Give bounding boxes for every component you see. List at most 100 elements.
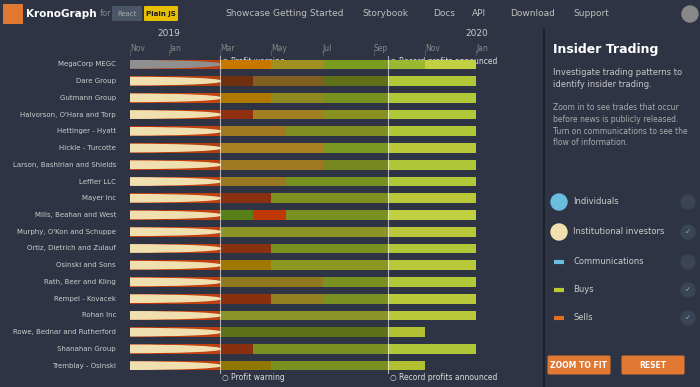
Bar	[253, 344, 388, 354]
Bar	[220, 227, 388, 236]
Bar	[389, 76, 477, 86]
Text: KronoGraph: KronoGraph	[26, 9, 97, 19]
Text: Sep: Sep	[374, 44, 388, 53]
Bar	[389, 361, 425, 370]
Bar	[130, 127, 169, 136]
Bar	[220, 260, 272, 270]
Bar	[169, 194, 220, 203]
Bar	[130, 260, 169, 270]
Bar	[169, 327, 220, 337]
Bar	[272, 93, 323, 103]
Bar	[169, 244, 220, 253]
Bar	[220, 160, 323, 170]
Bar	[286, 210, 388, 220]
Bar	[253, 76, 323, 86]
Text: Rempel - Kovacek: Rempel - Kovacek	[54, 296, 116, 302]
Bar	[169, 76, 220, 86]
Bar	[389, 310, 477, 320]
Circle shape	[551, 194, 567, 210]
FancyBboxPatch shape	[3, 4, 23, 24]
Bar	[220, 60, 272, 69]
Bar	[272, 60, 323, 69]
Bar	[323, 160, 388, 170]
Bar	[130, 310, 169, 320]
Bar	[169, 127, 220, 136]
Text: ○ Profit warning: ○ Profit warning	[223, 373, 285, 382]
Text: API: API	[472, 10, 486, 19]
Bar	[169, 260, 220, 270]
Text: Leffler LLC: Leffler LLC	[79, 178, 116, 185]
Bar	[220, 361, 272, 370]
Text: MegaCorp MEGC: MegaCorp MEGC	[58, 62, 116, 67]
Circle shape	[40, 128, 220, 135]
Bar	[220, 344, 253, 354]
Text: Rath, Beer and Kling: Rath, Beer and Kling	[44, 279, 116, 285]
Bar	[130, 327, 169, 337]
Bar	[323, 60, 388, 69]
Bar	[130, 244, 169, 253]
Circle shape	[681, 225, 695, 239]
Text: 2019: 2019	[158, 29, 181, 38]
Bar	[169, 294, 220, 303]
Bar	[323, 93, 388, 103]
Bar	[389, 194, 477, 203]
Bar	[323, 294, 388, 303]
Bar	[389, 177, 477, 187]
Text: Hettinger - Hyatt: Hettinger - Hyatt	[57, 128, 116, 134]
Text: Jul: Jul	[323, 44, 332, 53]
Text: Plain JS: Plain JS	[146, 11, 176, 17]
Circle shape	[682, 6, 698, 22]
Circle shape	[40, 178, 220, 185]
Bar	[220, 310, 388, 320]
Bar	[272, 294, 323, 303]
Bar	[169, 227, 220, 236]
Text: Storybook: Storybook	[362, 10, 408, 19]
Text: Institutional investors: Institutional investors	[573, 228, 664, 236]
Bar	[220, 244, 272, 253]
Circle shape	[681, 311, 695, 325]
Circle shape	[551, 224, 567, 240]
Text: ZOOM TO FIT: ZOOM TO FIT	[550, 361, 608, 370]
Circle shape	[40, 295, 220, 302]
FancyBboxPatch shape	[622, 356, 685, 375]
Bar	[389, 93, 477, 103]
Text: RESET: RESET	[639, 361, 666, 370]
Text: for: for	[100, 10, 111, 19]
Text: ○ Profit warning: ○ Profit warning	[223, 57, 285, 67]
Text: Shanahan Group: Shanahan Group	[57, 346, 116, 352]
Bar	[323, 277, 388, 287]
Text: ✓: ✓	[685, 287, 691, 293]
Bar	[220, 110, 253, 120]
Text: Jan: Jan	[169, 44, 181, 53]
Bar	[169, 277, 220, 287]
Bar	[220, 143, 323, 153]
Bar	[169, 143, 220, 153]
Bar	[130, 194, 169, 203]
Text: ○ Record profits announced: ○ Record profits announced	[391, 373, 498, 382]
Bar	[130, 143, 169, 153]
Text: Mar: Mar	[220, 44, 234, 53]
Circle shape	[681, 283, 695, 297]
Bar	[130, 160, 169, 170]
Bar	[220, 76, 253, 86]
Bar	[130, 76, 169, 86]
Text: Mayer Inc: Mayer Inc	[82, 195, 116, 201]
Text: ○ Record profits announced: ○ Record profits announced	[391, 57, 498, 67]
Circle shape	[40, 228, 220, 235]
Bar	[272, 361, 389, 370]
Circle shape	[40, 362, 220, 369]
Circle shape	[40, 345, 220, 353]
Text: Tremblay - Osinski: Tremblay - Osinski	[52, 363, 116, 369]
Bar	[323, 110, 388, 120]
Bar	[220, 294, 272, 303]
Text: Buys: Buys	[573, 286, 594, 295]
Bar	[169, 177, 220, 187]
Circle shape	[40, 77, 220, 85]
Circle shape	[40, 245, 220, 252]
Text: Dare Group: Dare Group	[76, 78, 116, 84]
Text: Communications: Communications	[573, 257, 643, 267]
Bar	[389, 227, 477, 236]
Bar	[220, 210, 253, 220]
Bar	[169, 60, 220, 69]
Bar	[130, 277, 169, 287]
